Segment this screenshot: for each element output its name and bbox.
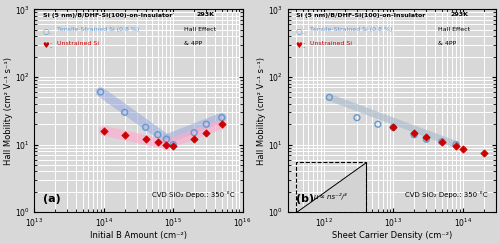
X-axis label: Initial B Amount (cm⁻²): Initial B Amount (cm⁻²) — [90, 231, 187, 240]
Point — [162, 137, 170, 141]
Point — [120, 133, 128, 137]
Polygon shape — [296, 162, 366, 212]
Text: Unstrained Si: Unstrained Si — [310, 41, 352, 46]
Y-axis label: Hall Mobility (cm² V⁻¹ s⁻¹): Hall Mobility (cm² V⁻¹ s⁻¹) — [4, 57, 13, 165]
Text: (a): (a) — [42, 194, 60, 204]
Point — [142, 125, 150, 129]
Point — [162, 143, 170, 147]
Point — [202, 122, 210, 126]
Text: Si (5 nm)∕B∕DHF-Si(100)-on-Insulator: Si (5 nm)∕B∕DHF-Si(100)-on-Insulator — [296, 12, 425, 18]
Point — [390, 125, 398, 129]
Text: ♥:: ♥: — [296, 41, 308, 50]
Point — [218, 116, 226, 120]
Text: ○:: ○: — [296, 27, 308, 36]
Text: 293K: 293K — [450, 12, 468, 17]
Text: Hall Effect: Hall Effect — [438, 27, 470, 32]
Text: Tensile-Strained Si (0.8 %): Tensile-Strained Si (0.8 %) — [57, 27, 140, 32]
Point — [410, 131, 418, 135]
Point — [422, 135, 430, 139]
Text: Tensile-Strained Si (0.8 %): Tensile-Strained Si (0.8 %) — [310, 27, 392, 32]
Text: Si (5 nm)∕B∕DHF-Si(100)-on-Insulator: Si (5 nm)∕B∕DHF-Si(100)-on-Insulator — [42, 12, 172, 18]
Point — [218, 122, 226, 126]
Point — [326, 95, 334, 99]
Point — [353, 116, 361, 120]
Text: Unstrained Si: Unstrained Si — [57, 41, 99, 46]
Point — [169, 143, 177, 147]
Point — [438, 140, 446, 144]
Point — [458, 147, 466, 151]
Text: CVD SiO₂ Depo.: 350 °C: CVD SiO₂ Depo.: 350 °C — [405, 191, 487, 198]
Point — [96, 90, 104, 94]
Point — [100, 129, 108, 133]
Text: CVD SiO₂ Depo.: 350 °C: CVD SiO₂ Depo.: 350 °C — [152, 191, 234, 198]
Point — [190, 137, 198, 141]
Point — [142, 137, 150, 141]
Text: 293K: 293K — [197, 12, 215, 17]
Point — [169, 144, 177, 148]
Point — [154, 133, 162, 137]
X-axis label: Sheet Carrier Density (cm⁻²): Sheet Carrier Density (cm⁻²) — [332, 231, 452, 240]
Point — [422, 137, 430, 141]
Point — [154, 140, 162, 144]
Text: μ ∝ ns⁻²∕³: μ ∝ ns⁻²∕³ — [313, 193, 347, 200]
Point — [390, 125, 398, 129]
Point — [120, 110, 128, 114]
Point — [190, 131, 198, 135]
Y-axis label: Hall Mobility (cm² V⁻¹ s⁻¹): Hall Mobility (cm² V⁻¹ s⁻¹) — [258, 57, 266, 165]
Text: ○:: ○: — [42, 27, 54, 36]
Point — [374, 122, 382, 126]
Point — [452, 144, 460, 148]
Text: (b): (b) — [296, 194, 314, 204]
Text: ♥:: ♥: — [42, 41, 54, 50]
Text: Hall Effect: Hall Effect — [184, 27, 216, 32]
Point — [480, 151, 488, 155]
Text: & 4PP: & 4PP — [438, 41, 456, 46]
Point — [438, 140, 446, 144]
Point — [452, 143, 460, 147]
Point — [410, 133, 418, 137]
Point — [202, 131, 210, 135]
Text: & 4PP: & 4PP — [184, 41, 202, 46]
